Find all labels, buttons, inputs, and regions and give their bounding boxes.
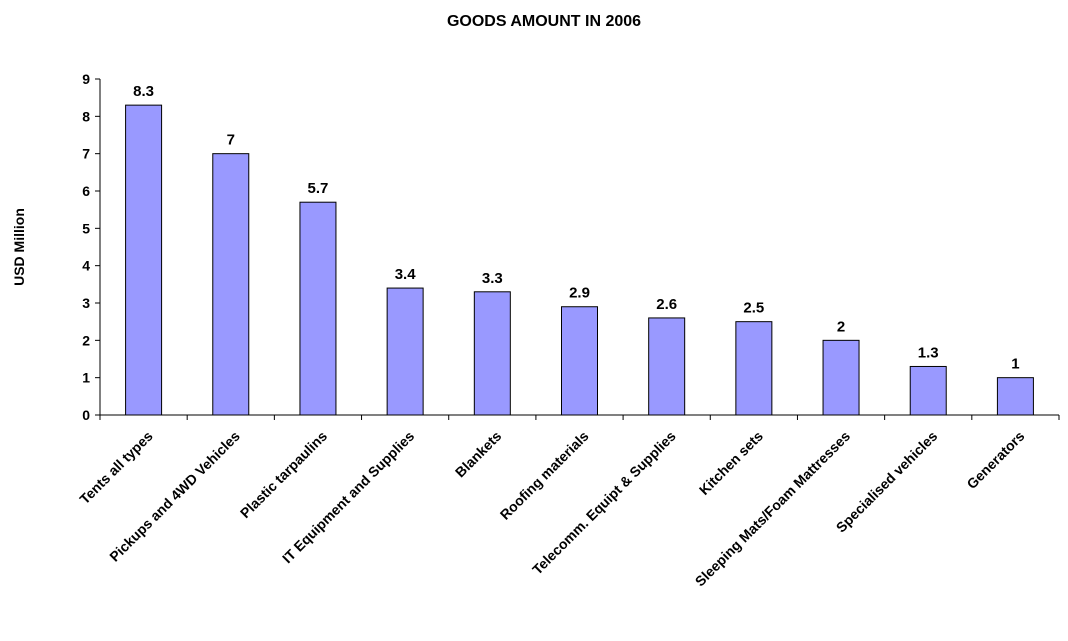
data-label: 2.5 xyxy=(743,300,764,317)
y-tick-label: 8 xyxy=(82,108,90,124)
data-label: 3.4 xyxy=(395,266,417,283)
category-label: Plastic tarpaulins xyxy=(237,428,330,521)
y-tick-label: 4 xyxy=(82,258,90,274)
y-axis-title: USD Million xyxy=(11,208,27,286)
bar xyxy=(299,201,337,416)
category-label: Roofing materials xyxy=(497,428,592,523)
bar xyxy=(822,339,860,416)
y-tick-label: 5 xyxy=(82,220,90,236)
data-label: 2.9 xyxy=(569,285,590,302)
data-label: 1 xyxy=(1011,356,1019,373)
category-label: Generators xyxy=(963,428,1027,492)
bar xyxy=(125,104,163,416)
data-label: 5.7 xyxy=(308,180,329,197)
data-label: 2 xyxy=(837,318,845,335)
category-label: Sleeping Mats/Foam Mattresses xyxy=(692,428,854,590)
y-tick-label: 7 xyxy=(82,146,90,162)
bar xyxy=(212,153,250,416)
bar xyxy=(996,377,1034,416)
category-label: Kitchen sets xyxy=(696,428,766,498)
y-tick-label: 1 xyxy=(82,370,90,386)
bar xyxy=(561,306,598,416)
y-tick-label: 3 xyxy=(82,295,90,311)
y-tick-label: 6 xyxy=(82,183,90,199)
y-tick-label: 0 xyxy=(82,407,90,423)
category-label: Tents all types xyxy=(76,428,155,507)
category-label: Specialised vehicles xyxy=(833,428,941,536)
bar xyxy=(473,291,511,416)
data-label: 1.3 xyxy=(918,344,939,361)
bar xyxy=(386,287,424,416)
category-label: Blankets xyxy=(452,428,505,481)
data-label: 3.3 xyxy=(482,270,503,287)
data-label: 8.3 xyxy=(133,83,154,100)
data-label: 7 xyxy=(227,132,235,149)
bar xyxy=(735,321,773,416)
y-tick-label: 9 xyxy=(82,71,90,87)
data-label: 2.6 xyxy=(656,296,677,313)
category-label: Telecomm. Equipt & Supplies xyxy=(529,428,679,578)
bar xyxy=(648,317,686,416)
y-tick-label: 2 xyxy=(82,332,90,348)
bar xyxy=(909,365,947,416)
chart-title: GOODS AMOUNT IN 2006 xyxy=(447,13,641,30)
y-axis-title-group: USD Million xyxy=(11,208,27,286)
